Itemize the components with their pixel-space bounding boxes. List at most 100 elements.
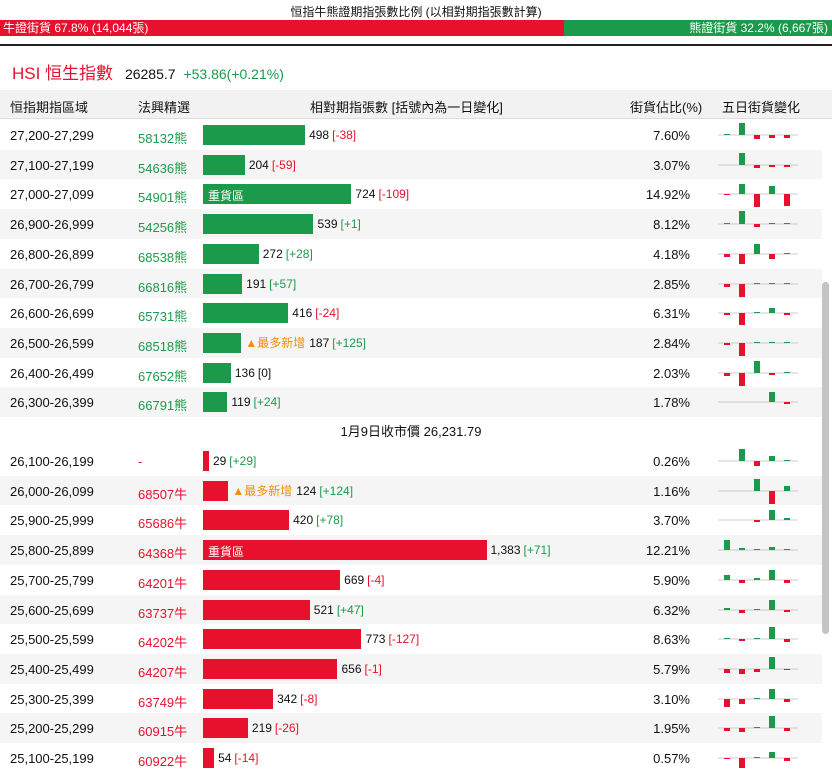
- share: 6.31%: [653, 306, 690, 322]
- contracts-cell: 136 [0]: [203, 362, 272, 383]
- bar: [203, 569, 341, 590]
- sparkline: [718, 478, 798, 504]
- share: 14.92%: [645, 187, 690, 203]
- share: 6.32%: [653, 602, 690, 618]
- contracts-cell: ▲最多新增 124 [+124]: [203, 480, 353, 501]
- scrollbar[interactable]: [822, 282, 829, 634]
- sparkline-bar: [754, 282, 760, 284]
- sparkline-bar: [739, 372, 745, 386]
- share: 0.26%: [653, 454, 690, 469]
- range: 26,100-26,199: [10, 454, 94, 469]
- sparkline-bar: [739, 639, 745, 642]
- sparkline-bar: [769, 372, 775, 375]
- sparkline: [718, 308, 798, 326]
- product-code: 58132熊: [138, 131, 188, 146]
- sparkline-bar: [784, 252, 790, 254]
- contracts-cell: 191 [+57]: [203, 273, 296, 294]
- table-row: 26,000-26,099 68507牛 ▲最多新增 124 [+124] 1.16%: [0, 475, 822, 506]
- sparkline-bar: [784, 341, 790, 343]
- sparkline-bar: [739, 211, 745, 225]
- table-row: 25,600-25,699 63737牛 521 [+47] 6.32%: [0, 594, 822, 625]
- product-code: 68507牛: [138, 486, 188, 502]
- contracts-label: 773: [365, 632, 386, 647]
- sparkline-bar: [784, 313, 790, 316]
- table-row: 25,100-25,199 60922牛 54 [-14] 0.57%: [0, 743, 822, 773]
- sparkline-bar: [769, 716, 775, 729]
- range: 26,900-26,999: [10, 217, 94, 233]
- contracts-label: 136: [234, 365, 255, 380]
- share: 7.60%: [653, 128, 690, 143]
- table-row: 26,600-26,699 65731熊 416 [-24] 6.31%: [0, 298, 822, 328]
- bar: 重貨區: [203, 540, 487, 561]
- sparkline-bar: [724, 372, 730, 376]
- range: 25,500-25,599: [10, 632, 94, 648]
- sparkline-bar: [739, 579, 745, 583]
- share: 2.85%: [653, 276, 690, 292]
- sparkline: [718, 123, 798, 139]
- bear-ratio: 熊證街貨 32.2% (6,667張): [564, 20, 832, 36]
- sparkline: [718, 540, 798, 551]
- sparkline: [718, 752, 798, 768]
- bull-ratio: 牛證街貨 67.8% (14,044張): [0, 20, 565, 36]
- table-row: 25,500-25,599 64202牛 773 [-127] 8.63%: [0, 624, 822, 654]
- index-name: HSI 恒生指數: [12, 64, 114, 83]
- product-code: 64201牛: [138, 575, 188, 591]
- contracts-label: 342: [277, 691, 298, 706]
- change: [-127]: [388, 632, 420, 647]
- sparkline: [718, 211, 798, 228]
- contracts-label: 416: [292, 306, 313, 321]
- sparkline-bar: [754, 549, 760, 551]
- share: 4.18%: [653, 246, 690, 262]
- product-code: 64207牛: [138, 664, 188, 680]
- sparkline-bar: [754, 668, 760, 672]
- column-header: 恒指期指區域: [10, 100, 89, 115]
- sparkline-bar: [769, 569, 775, 580]
- sparkline-bar: [754, 478, 760, 491]
- sparkline-bar: [754, 243, 760, 254]
- share: 3.10%: [653, 691, 690, 707]
- range: 25,200-25,299: [10, 721, 94, 737]
- sparkline-bar: [724, 668, 730, 673]
- sparkline-bar: [754, 312, 760, 314]
- range: 26,400-26,499: [10, 365, 94, 381]
- sparkline: [718, 656, 798, 674]
- contracts-label: 124: [296, 483, 317, 498]
- sparkline-bar: [724, 728, 730, 732]
- sparkline-bar: [784, 728, 790, 732]
- sparkline-bar: [754, 461, 760, 466]
- table-row: 26,800-26,899 68538熊 272 [+28] 4.18%: [0, 239, 822, 269]
- change: [+24]: [253, 395, 281, 410]
- tag: ▲最多新增: [245, 336, 306, 351]
- tag: 重貨區: [208, 189, 245, 204]
- index-change: +53.86(+0.21%): [183, 66, 284, 82]
- bar: [203, 510, 290, 531]
- sparkline-bar: [739, 313, 745, 326]
- contracts-label: 191: [246, 276, 267, 291]
- sparkline-bar: [754, 135, 760, 139]
- sparkline-bar: [784, 579, 790, 583]
- sparkline-bar: [784, 164, 790, 167]
- sparkline-bar: [784, 518, 790, 521]
- sparkline-bar: [724, 342, 730, 345]
- product-code: 68518熊: [138, 338, 188, 354]
- sparkline-bar: [724, 698, 730, 707]
- sparkline-bar: [784, 549, 790, 551]
- contracts-cell: 656 [-1]: [203, 658, 382, 679]
- sparkline: [718, 599, 798, 613]
- contracts-label: 498: [309, 128, 330, 142]
- sparkline-bar: [754, 360, 760, 373]
- sparkline-bar: [769, 341, 775, 343]
- table-row: 27,200-27,299 58132熊 498 [-38] 7.60%: [0, 120, 822, 150]
- change: [0]: [257, 365, 272, 380]
- bar: [203, 688, 274, 709]
- tag: ▲最多新增: [232, 484, 293, 499]
- table-row: 27,100-27,199 54636熊 204 [-59] 3.07%: [0, 149, 822, 180]
- change: [-24]: [315, 306, 340, 321]
- contracts-label: 669: [344, 572, 365, 587]
- sparkline-bar: [724, 758, 730, 759]
- sparkline: [718, 449, 798, 466]
- table-row: 26,700-26,799 66816熊 191 [+57] 2.85%: [0, 268, 822, 299]
- sparkline: [718, 184, 798, 208]
- sparkline-bar: [754, 224, 760, 228]
- sparkline-bar: [724, 638, 730, 640]
